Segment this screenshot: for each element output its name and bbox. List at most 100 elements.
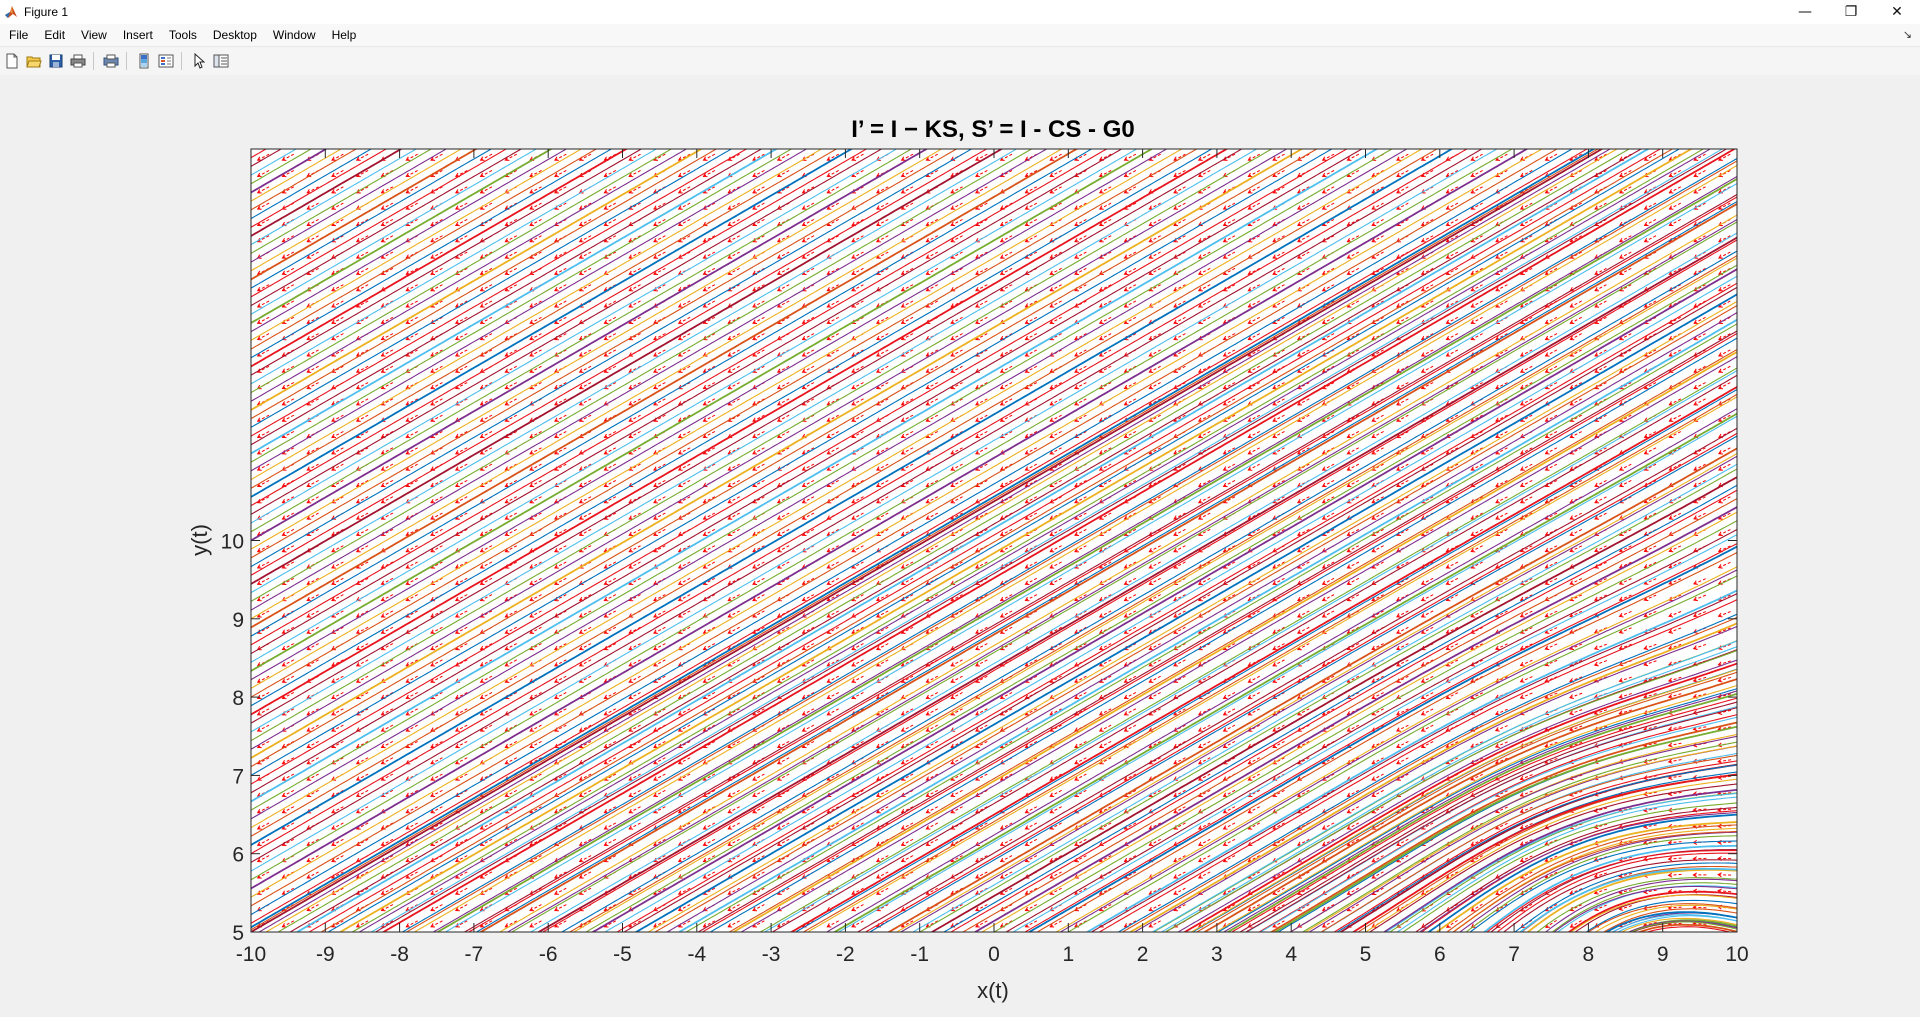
vector-arrowhead (380, 205, 386, 210)
vector-arrow (579, 773, 592, 781)
vector-arrowhead (306, 335, 312, 341)
vector-arrowhead (306, 874, 312, 879)
vector-arrow (381, 496, 394, 504)
phase-plot[interactable]: I’ = I − KS, S’ = I - CS - G0 -10 -9 -8 -7-… (0, 75, 1920, 1017)
vector-arrow (406, 545, 418, 553)
new-figure-icon[interactable] (2, 51, 22, 71)
pointer-icon[interactable] (189, 51, 209, 71)
vector-arrow (529, 561, 542, 569)
vector-arrow (480, 561, 493, 569)
menu-desktop[interactable]: Desktop (212, 28, 257, 42)
vector-arrowhead (479, 352, 485, 357)
close-button[interactable]: ✕ (1891, 4, 1903, 20)
open-file-icon[interactable] (24, 51, 44, 71)
menu-help[interactable]: Help (331, 28, 357, 42)
vector-arrowhead (281, 401, 287, 406)
vector-arrow (381, 561, 394, 569)
vector-arrow (381, 218, 394, 226)
vector-arrowhead (529, 221, 535, 227)
vector-arrow (554, 675, 567, 683)
vector-arrowhead (256, 808, 262, 814)
vector-arrow (505, 724, 517, 732)
vector-arrow (406, 431, 418, 438)
menu-insert[interactable]: Insert (122, 28, 153, 42)
vector-arrowhead (529, 466, 535, 471)
vector-arrowhead (479, 694, 485, 700)
vector-arrow (331, 659, 344, 667)
vector-arrow (554, 414, 567, 422)
vector-arrow (529, 708, 542, 716)
vector-arrow (579, 659, 592, 667)
vector-arrow (331, 186, 344, 194)
vector-arrowhead (405, 547, 411, 553)
vector-arrow (406, 708, 418, 716)
vector-arrowhead (355, 629, 361, 634)
vector-arrowhead (529, 352, 535, 357)
print-preview-icon[interactable] (101, 51, 121, 71)
vector-arrow (505, 349, 517, 357)
menu-edit[interactable]: Edit (44, 28, 66, 42)
vector-arrow (554, 153, 567, 161)
vector-arrow (480, 300, 493, 308)
vector-arrow (282, 365, 295, 373)
vector-arrowhead (504, 499, 510, 504)
vector-arrow (480, 202, 493, 210)
vector-arrowhead (355, 238, 361, 243)
vector-arrow (306, 594, 319, 602)
legend-icon[interactable] (156, 51, 176, 71)
vector-arrowhead (430, 760, 436, 765)
print-icon[interactable] (68, 51, 88, 71)
vector-arrow (554, 431, 567, 438)
vector-arrowhead (504, 613, 510, 618)
axes-background (251, 149, 1737, 932)
restore-button[interactable]: ❐ (1844, 4, 1858, 20)
vector-arrowhead (430, 368, 436, 373)
vector-arrow (381, 904, 394, 911)
vector-arrow (505, 235, 517, 243)
vector-arrowhead (405, 678, 411, 683)
vector-arrowhead (554, 172, 559, 178)
vector-arrowhead (479, 303, 485, 308)
vector-arrow (579, 740, 592, 748)
vector-arrow (381, 170, 394, 177)
vector-arrow (529, 838, 542, 846)
vector-arrow (306, 724, 319, 732)
vector-arrow (356, 251, 369, 259)
vector-arrow (529, 855, 542, 863)
property-editor-icon[interactable] (211, 51, 231, 71)
arrow-icon[interactable]: ↘ (1902, 28, 1912, 41)
vector-arrowhead (479, 678, 485, 683)
vector-arrow (430, 300, 443, 308)
vector-arrow (480, 316, 493, 324)
vector-arrowhead (554, 629, 559, 634)
vector-arrowhead (256, 694, 262, 700)
vector-arrow (356, 577, 369, 585)
minimize-button[interactable]: — (1798, 4, 1812, 20)
vector-arrow (381, 186, 394, 194)
menu-window[interactable]: Window (272, 28, 316, 42)
chart-title: I’ = I − KS, S’ = I - CS - G0 (851, 116, 1134, 143)
vector-arrow (282, 496, 295, 504)
vector-arrow (505, 479, 517, 487)
vector-arrow (505, 806, 517, 814)
vector-arrow (356, 626, 369, 634)
vector-arrow (331, 692, 344, 699)
vector-arrowhead (306, 466, 312, 471)
vector-arrow (529, 740, 542, 748)
menu-view[interactable]: View (81, 28, 107, 42)
vector-arrow (257, 414, 270, 422)
vector-arrow (257, 284, 270, 292)
vector-arrow (356, 284, 369, 292)
vector-arrow (554, 594, 567, 602)
colorbar-icon[interactable] (134, 51, 154, 71)
vector-arrow (480, 871, 493, 879)
vector-arrow (282, 920, 295, 928)
vector-arrow (406, 398, 418, 406)
vector-arrow (505, 675, 517, 683)
menu-tools[interactable]: Tools (168, 28, 197, 42)
window-title: Figure 1 (24, 5, 69, 19)
vector-arrow (554, 333, 567, 341)
save-icon[interactable] (46, 51, 66, 71)
menu-file[interactable]: File (9, 28, 29, 42)
vector-arrow (406, 414, 418, 422)
